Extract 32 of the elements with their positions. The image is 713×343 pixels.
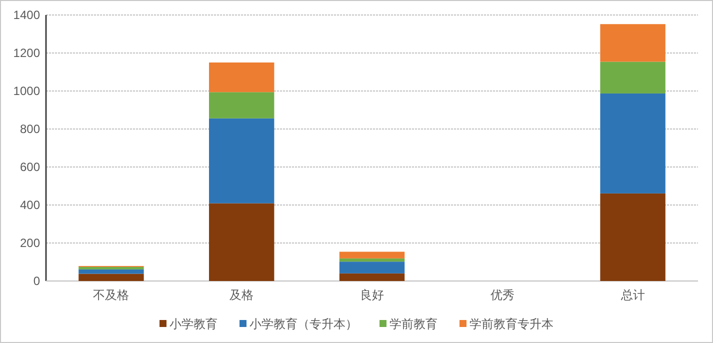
bar — [78, 266, 144, 270]
y-tick-label: 1400 — [13, 8, 40, 22]
bar — [600, 193, 666, 281]
legend-label: 学前教育 — [390, 317, 438, 331]
y-tick-label: 0 — [33, 274, 40, 288]
x-tick-label: 良好 — [360, 288, 384, 302]
bar — [209, 92, 274, 118]
x-tick-label: 优秀 — [490, 288, 514, 302]
bar — [600, 93, 666, 194]
bar — [600, 62, 666, 94]
bar — [209, 203, 274, 281]
y-tick-label: 400 — [20, 198, 40, 212]
bar — [339, 258, 405, 262]
bar — [78, 269, 144, 274]
bar — [209, 62, 274, 92]
y-tick-label: 600 — [20, 160, 40, 174]
x-tick-label: 总计 — [620, 288, 645, 302]
bar — [339, 252, 405, 258]
bar — [78, 274, 144, 281]
legend-label: 学前教育专升本 — [470, 317, 554, 331]
x-tick-label: 不及格 — [93, 288, 130, 302]
legend-label: 小学教育 — [170, 317, 218, 331]
y-tick-label: 200 — [20, 236, 40, 250]
legend-label: 小学教育（专升本） — [250, 317, 358, 331]
bar — [209, 118, 274, 204]
bar — [600, 24, 666, 62]
y-tick-label: 1000 — [13, 84, 40, 98]
x-tick-label: 及格 — [230, 288, 254, 302]
y-tick-label: 1200 — [13, 46, 40, 60]
bar — [339, 273, 405, 281]
y-tick-label: 800 — [20, 122, 40, 136]
bar — [339, 262, 405, 274]
